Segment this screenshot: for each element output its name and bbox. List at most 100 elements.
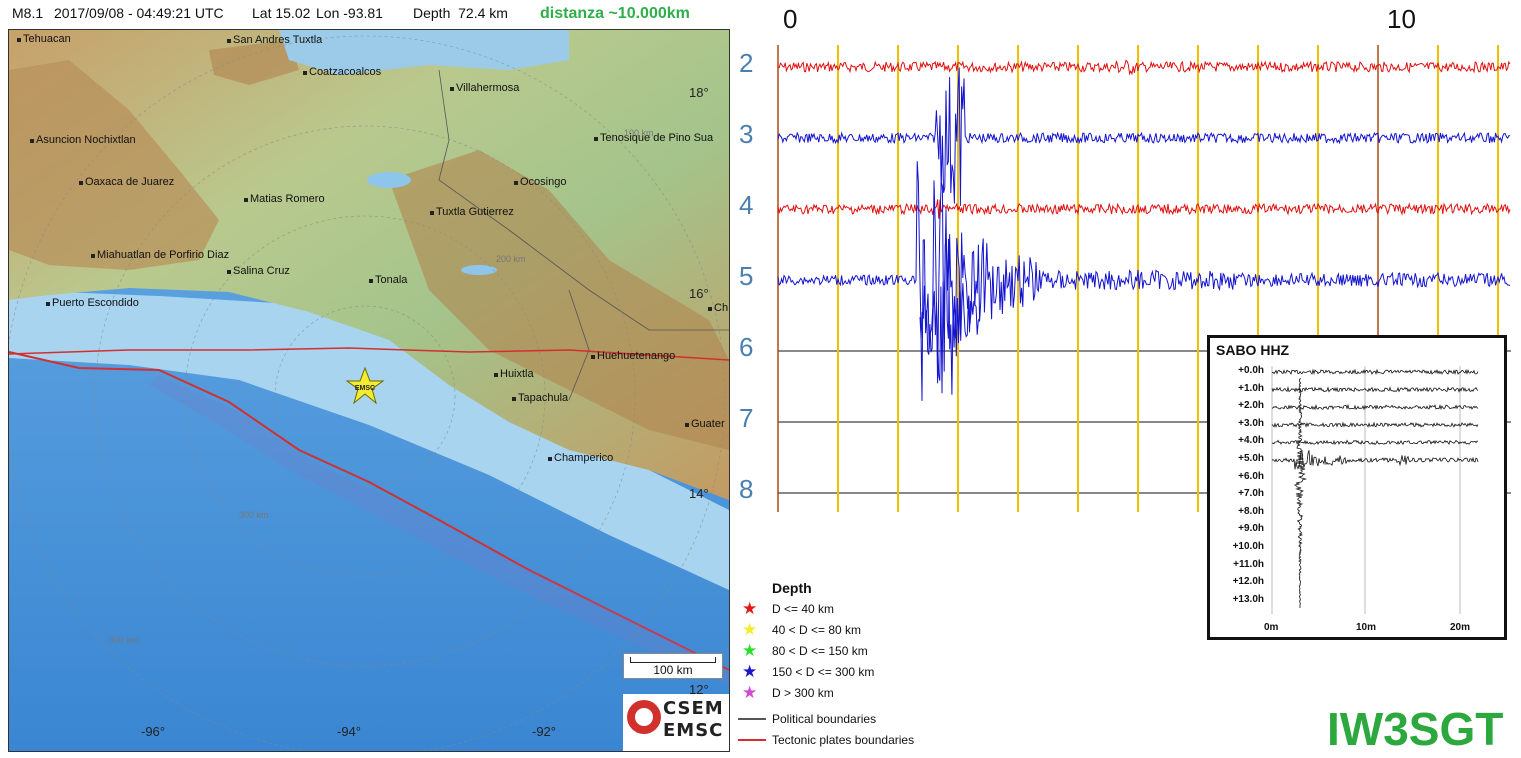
- ring-label: 300 km: [239, 510, 269, 520]
- x-tick-label: 0: [783, 4, 798, 34]
- ring-label: 100 km: [624, 128, 654, 138]
- inset-trace: [1271, 449, 1479, 470]
- distance-label: distanza ~10.000km: [540, 5, 690, 22]
- legend-title: Depth: [772, 580, 812, 596]
- event-magnitude: M8.1: [12, 5, 44, 21]
- legend-label: D > 300 km: [772, 686, 834, 700]
- logo-line2: EMSC: [663, 720, 724, 741]
- city-label: Matias Romero: [244, 193, 325, 205]
- inset-x-label: 10m: [1356, 622, 1377, 633]
- event-depth: Depth 72.4 km: [413, 5, 508, 21]
- city-label: Tonala: [368, 274, 408, 286]
- row-label: 4: [739, 190, 754, 220]
- legend-label: D <= 40 km: [772, 602, 835, 616]
- event-datetime: 2017/09/08 - 04:49:21 UTC: [54, 5, 224, 21]
- event-longitude: Lon -93.81: [316, 5, 383, 21]
- city-label: Tehuacan: [17, 33, 71, 45]
- map-terrain: [9, 30, 729, 751]
- inset-title: SABO HHZ: [1216, 342, 1290, 358]
- green-star-icon: ★: [742, 641, 758, 660]
- emsc-logo: CSEM EMSC: [623, 694, 729, 751]
- city-label: Ch: [707, 302, 729, 314]
- city-label: Asuncion Nochixtlan: [30, 134, 136, 146]
- seismogram-trace: [777, 199, 1511, 219]
- seismogram-trace: [777, 59, 1511, 76]
- inset-row-label: +8.0h: [1238, 505, 1264, 517]
- lon-label: -94°: [337, 724, 361, 739]
- seismogram-trace: [777, 161, 1511, 401]
- city-label: Champerico: [547, 452, 614, 464]
- x-tick-label: 10: [1387, 4, 1416, 34]
- city-label: Oaxaca de Juarez: [78, 176, 175, 188]
- inset-trace: [1271, 421, 1479, 428]
- inset-row-label: +4.0h: [1238, 435, 1264, 447]
- seismogram-plot: [777, 45, 1511, 512]
- lat-label: 14°: [689, 486, 709, 501]
- magenta-star-icon: ★: [742, 683, 758, 702]
- epicenter-map[interactable]: Tehuacan San Andres Tuxtla Coatzacoalcos…: [8, 29, 730, 752]
- scale-bar: 100 km: [623, 653, 723, 679]
- city-label: Tenosique de Pino Sua: [593, 132, 714, 144]
- lat-label: 12°: [689, 682, 709, 697]
- lat-label: 16°: [689, 286, 709, 301]
- inset-trace: [1271, 439, 1478, 446]
- station-callsign: IW3SGT: [1327, 703, 1504, 755]
- ring-label: 400 km: [109, 635, 139, 645]
- lat-label: 18°: [689, 85, 709, 100]
- legend-label: 80 < D <= 150 km: [772, 644, 868, 658]
- row-label: 5: [739, 261, 754, 291]
- row-label: 8: [739, 474, 754, 504]
- inset-row-label: +1.0h: [1238, 382, 1264, 394]
- scale-label: 100 km: [653, 663, 693, 677]
- inset-row-label: +12.0h: [1232, 576, 1264, 588]
- inset-row-label: +6.0h: [1238, 470, 1264, 482]
- inset-row-label: +5.0h: [1238, 453, 1264, 464]
- inset-plot: [1271, 366, 1479, 614]
- seismogram-panel: 0 10 2 3 4 5 6 7 8: [735, 0, 1521, 520]
- epicenter-star-icon[interactable]: EMSC: [345, 366, 385, 406]
- city-label: Villahermosa: [449, 82, 520, 94]
- city-label: Tuxtla Gutierrez: [430, 206, 514, 218]
- event-latitude: Lat 15.02: [252, 5, 311, 21]
- city-label: Huixtla: [494, 368, 534, 380]
- legend-label: Tectonic plates boundaries: [772, 733, 915, 747]
- legend-label: 150 < D <= 300 km: [772, 665, 875, 679]
- row-label: 7: [739, 403, 754, 433]
- inset-row-label: +7.0h: [1238, 488, 1264, 500]
- epicenter-label: EMSC: [355, 385, 375, 392]
- city-label: San Andres Tuxtla: [226, 34, 323, 46]
- row-label: 2: [739, 48, 754, 78]
- inset-trace: [1271, 368, 1479, 375]
- red-star-icon: ★: [742, 599, 758, 618]
- inset-trace: [1271, 386, 1479, 393]
- legend-label: 40 < D <= 80 km: [772, 623, 862, 637]
- depth-legend: Depth ★ D <= 40 km ★ 40 < D <= 80 km ★ 8…: [738, 578, 998, 753]
- inset-row-label: +9.0h: [1238, 523, 1264, 535]
- seismogram-trace: [919, 238, 980, 395]
- inset-x-label: 0m: [1264, 622, 1279, 633]
- city-label: Tapachula: [511, 392, 569, 404]
- yellow-star-icon: ★: [742, 620, 758, 639]
- inset-row-label: +10.0h: [1232, 541, 1264, 552]
- city-label: Guater: [685, 418, 725, 430]
- seismogram-trace: [777, 67, 1511, 206]
- emsc-mark-icon: [627, 700, 661, 734]
- inset-row-label: +13.0h: [1232, 593, 1264, 605]
- inset-trace: [1293, 377, 1308, 609]
- inset-row-label: +2.0h: [1238, 400, 1264, 412]
- city-label: Huehuetenango: [590, 350, 676, 362]
- helicorder-inset: SABO HHZ +0.0h +1.0h +2.0h +3.0h +4.0h +5.0h +…: [1207, 335, 1507, 640]
- logo-line1: CSEM: [663, 698, 724, 719]
- row-label: 6: [739, 332, 754, 362]
- inset-row-label: +11.0h: [1233, 558, 1264, 570]
- inset-trace: [1271, 403, 1479, 411]
- red-line-icon: [738, 739, 766, 741]
- city-label: Ocosingo: [513, 176, 567, 188]
- city-label: Miahuatlan de Porfirio Diaz: [90, 249, 230, 261]
- lon-label: -92°: [532, 724, 556, 739]
- gray-line-icon: [738, 718, 766, 720]
- inset-row-label: +0.0h: [1238, 365, 1264, 376]
- legend-label: Political boundaries: [772, 712, 877, 726]
- city-label: Puerto Escondido: [46, 297, 139, 309]
- blue-star-icon: ★: [742, 662, 758, 681]
